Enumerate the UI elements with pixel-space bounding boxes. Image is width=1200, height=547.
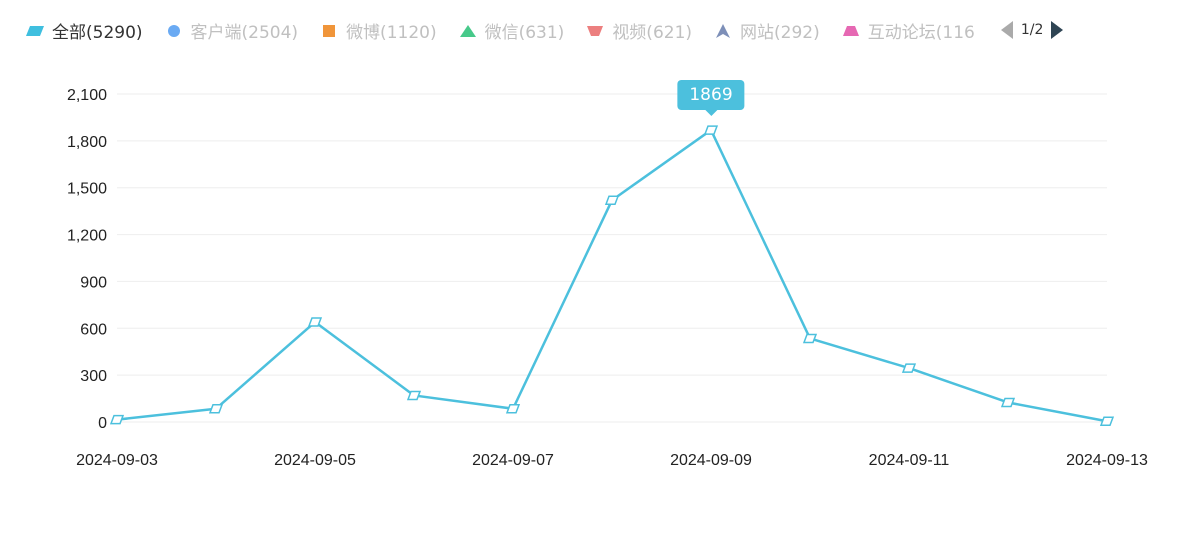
y-tick-label: 1,200 bbox=[67, 228, 107, 245]
data-point bbox=[208, 403, 224, 414]
legend-item[interactable]: 互动论坛(116 bbox=[842, 18, 975, 43]
x-tick-label: 2024-09-09 bbox=[670, 452, 752, 469]
legend-label: 微博(1120) bbox=[346, 22, 437, 43]
legend-label: 微信(631) bbox=[484, 22, 565, 43]
legend-label: 互动论坛(116 bbox=[867, 22, 975, 43]
y-tick-label: 1,500 bbox=[67, 181, 107, 198]
x-tick-label: 2024-09-13 bbox=[1066, 452, 1148, 469]
data-point bbox=[703, 125, 719, 135]
legend-item[interactable]: 微信(631) bbox=[459, 18, 565, 43]
legend-label: 客户端(2504) bbox=[190, 22, 299, 43]
legend-marker-icon bbox=[320, 23, 338, 37]
y-tick-label: 0 bbox=[98, 415, 107, 432]
legend-marker-icon bbox=[26, 23, 44, 37]
data-point bbox=[505, 403, 521, 414]
data-point bbox=[604, 195, 620, 205]
legend-item[interactable]: 视频(621) bbox=[586, 18, 692, 43]
x-tick-label: 2024-09-03 bbox=[76, 452, 158, 469]
x-tick-label: 2024-09-05 bbox=[274, 452, 356, 469]
legend-marker-icon bbox=[842, 23, 860, 37]
data-point bbox=[109, 414, 125, 425]
pager-prev-icon[interactable] bbox=[1000, 21, 1013, 39]
data-point bbox=[406, 390, 422, 401]
pager-text: 1/2 bbox=[1020, 22, 1044, 38]
data-point bbox=[307, 317, 323, 327]
y-tick-label: 300 bbox=[80, 368, 107, 385]
legend-marker-icon bbox=[165, 23, 183, 37]
legend-marker-icon bbox=[586, 23, 604, 37]
data-point bbox=[802, 333, 818, 344]
y-tick-label: 2,100 bbox=[67, 87, 107, 104]
data-point bbox=[1000, 397, 1016, 408]
legend-item[interactable]: 全部(5290) bbox=[26, 18, 143, 43]
x-tick-label: 2024-09-11 bbox=[869, 452, 950, 469]
legend-item[interactable]: 网站(292) bbox=[714, 18, 820, 43]
data-tooltip: 1869 bbox=[677, 80, 745, 117]
y-tick-label: 1,800 bbox=[67, 134, 107, 151]
y-tick-label: 600 bbox=[80, 321, 107, 338]
series-line bbox=[116, 128, 1108, 423]
data-point bbox=[1099, 416, 1115, 426]
legend-label: 全部(5290) bbox=[52, 22, 143, 43]
legend-label: 视频(621) bbox=[612, 22, 693, 43]
legend: 全部(5290) 客户端(2504) 微博(1120) 微信(631) 视频(621) 网… bbox=[26, 16, 1064, 44]
legend-label: 网站(292) bbox=[740, 22, 820, 43]
legend-marker-icon bbox=[714, 23, 732, 38]
legend-pager: 1/2 bbox=[1000, 21, 1064, 39]
legend-marker-icon bbox=[459, 23, 477, 37]
x-tick-label: 2024-09-07 bbox=[472, 452, 554, 469]
y-tick-label: 900 bbox=[80, 274, 107, 291]
legend-item[interactable]: 微博(1120) bbox=[320, 18, 437, 43]
data-point bbox=[901, 363, 917, 373]
legend-item[interactable]: 客户端(2504) bbox=[165, 18, 299, 43]
pager-next-icon[interactable] bbox=[1051, 21, 1064, 39]
